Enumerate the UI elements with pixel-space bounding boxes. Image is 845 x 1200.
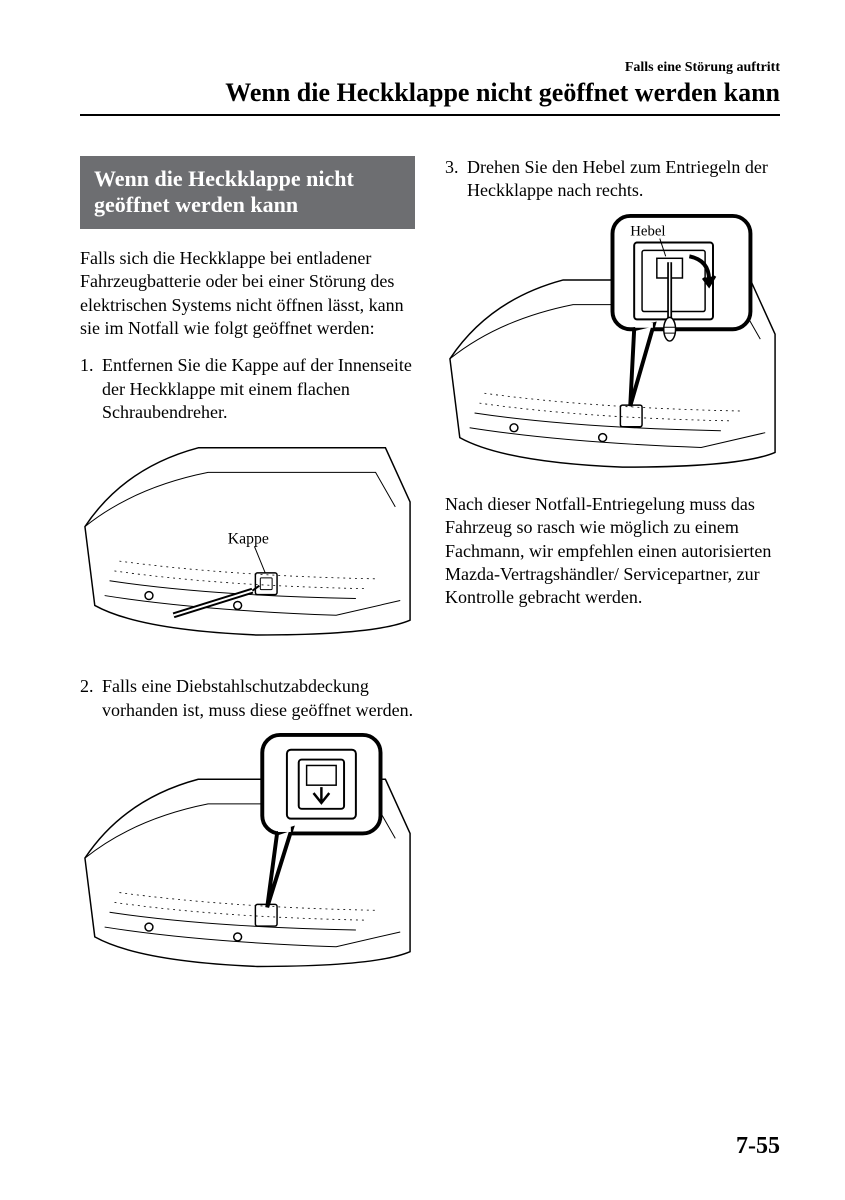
figure-3-label: Hebel [630, 223, 665, 239]
figure-3: Hebel [445, 211, 780, 477]
intro-text: Falls sich die Heckklappe bei entladener… [80, 247, 415, 341]
step-3: 3. Drehen Sie den Hebel zum Entriegeln d… [445, 156, 780, 203]
step-1-num: 1. [80, 354, 102, 424]
section-heading-box: Wenn die Heckklappe nicht geöffnet werde… [80, 156, 415, 229]
step-3-text: Drehen Sie den Hebel zum Entriegeln der … [467, 156, 780, 203]
step-3-num: 3. [445, 156, 467, 203]
left-column: Wenn die Heckklappe nicht geöffnet werde… [80, 156, 415, 992]
step-2: 2. Falls eine Diebstahlschutzabdeckung v… [80, 675, 415, 722]
page-header: Falls eine Störung auftritt Wenn die Hec… [80, 60, 780, 108]
figure-1: Kappe [80, 433, 415, 660]
page-number: 7-55 [736, 1133, 780, 1160]
content-columns: Wenn die Heckklappe nicht geöffnet werde… [80, 156, 780, 992]
header-section-label: Falls eine Störung auftritt [80, 60, 780, 76]
figure-1-svg: Kappe [80, 433, 415, 660]
figure-2 [80, 730, 415, 976]
header-rule [80, 114, 780, 116]
step-2-num: 2. [80, 675, 102, 722]
step-1: 1. Entfernen Sie die Kappe auf der Innen… [80, 354, 415, 424]
figure-3-svg: Hebel [445, 211, 780, 477]
figure-1-label: Kappe [228, 530, 269, 547]
header-title: Wenn die Heckklappe nicht geöffnet werde… [80, 78, 780, 108]
section-heading: Wenn die Heckklappe nicht geöffnet werde… [94, 166, 401, 219]
step-1-text: Entfernen Sie die Kappe auf der Innensei… [102, 354, 415, 424]
outro-text: Nach dieser Notfall-Entriegelung muss da… [445, 493, 780, 610]
step-2-text: Falls eine Diebstahlschutzabdeckung vorh… [102, 675, 415, 722]
right-column: 3. Drehen Sie den Hebel zum Entriegeln d… [445, 156, 780, 992]
figure-2-svg [80, 730, 415, 976]
